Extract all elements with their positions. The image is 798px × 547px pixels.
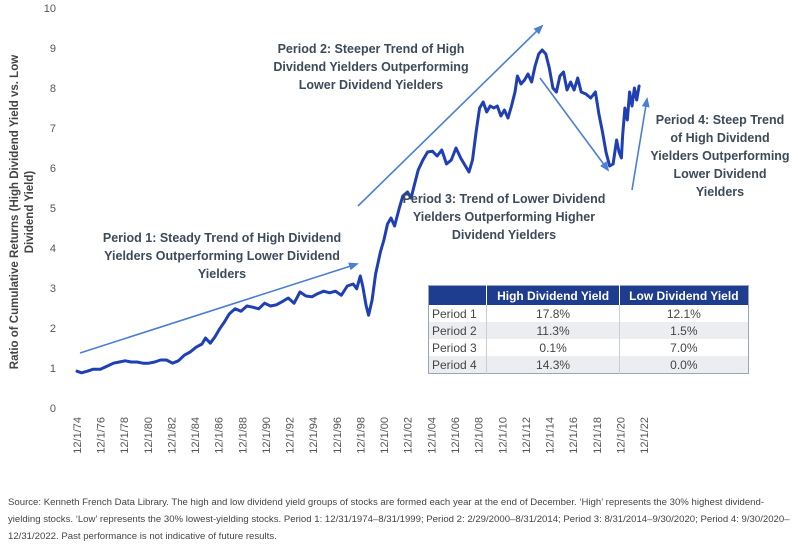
y-tick-label: 1 xyxy=(50,363,56,375)
x-tick-label: 12/1/12 xyxy=(521,417,533,454)
table-cell-low: 7.0% xyxy=(618,339,749,356)
table-header-high-yield: High Dividend Yield xyxy=(486,285,620,305)
y-tick-label: 6 xyxy=(50,163,56,175)
x-tick-label: 12/1/96 xyxy=(332,417,344,454)
x-tick-label: 12/1/16 xyxy=(568,417,580,454)
cumulative-returns-ratio-chart: Ratio of Cumulative Returns (High Divide… xyxy=(9,3,790,454)
table-row: Period 3 0.1% 7.0% xyxy=(429,339,749,356)
y-tick-label: 3 xyxy=(50,283,56,295)
annotation-p1-line: Period 1: Steady Trend of High Dividend xyxy=(103,231,341,245)
table-row: Period 1 17.8% 12.1% xyxy=(429,305,749,322)
y-axis-label: Ratio of Cumulative Returns (High Divide… xyxy=(9,55,36,369)
annotation-p3-line: Yielders Outperforming Higher xyxy=(413,210,595,224)
x-tick-label: 12/1/20 xyxy=(615,417,627,454)
x-tick-label: 12/1/18 xyxy=(592,417,604,454)
period-returns-table: High Dividend Yield Low Dividend Yield P… xyxy=(428,285,749,374)
table-cell-low: 0.0% xyxy=(618,356,749,374)
annotation-p3-line: Period 3: Trend of Lower Dividend xyxy=(403,192,606,206)
y-tick-label: 8 xyxy=(50,83,56,95)
y-axis-title-line: Dividend Yield) xyxy=(24,171,36,254)
table-row: Period 2 11.3% 1.5% xyxy=(428,322,749,339)
annotation-p4-line: Period 4: Steep Trend xyxy=(656,113,785,127)
annotation-p4-line: Yielders Outperforming xyxy=(650,149,789,163)
x-tick-label: 12/1/92 xyxy=(285,417,297,454)
table-cell-high: 14.3% xyxy=(486,356,620,374)
table-cell-low: 12.1% xyxy=(618,305,749,322)
annotation-p3-line: Dividend Yielders xyxy=(452,228,556,242)
arrow-period-3 xyxy=(539,77,610,172)
trend-arrows xyxy=(79,24,650,354)
table-row: Period 4 14.3% 0.0% xyxy=(428,356,749,374)
table-cell-high: 11.3% xyxy=(486,322,620,339)
annotation-p2-line: Period 2: Steeper Trend of High xyxy=(278,42,465,56)
y-tick-label: 9 xyxy=(50,43,56,55)
y-tick-label: 7 xyxy=(50,123,56,135)
annotation-p4-line: of High Dividend xyxy=(670,131,769,145)
x-axis-ticks: 12/1/74 12/1/76 12/1/78 12/1/80 12/1/82 12/1/… xyxy=(72,417,651,454)
x-tick-label: 12/1/06 xyxy=(450,417,462,454)
arrow-period-1 xyxy=(79,262,359,354)
x-tick-label: 12/1/22 xyxy=(639,417,651,454)
annotation-p2-line: Lower Dividend Yielders xyxy=(299,78,444,92)
table-header-row: High Dividend Yield Low Dividend Yield xyxy=(428,285,749,305)
x-tick-label: 12/1/02 xyxy=(403,417,415,454)
arrow-period-4 xyxy=(631,97,650,191)
x-tick-label: 12/1/14 xyxy=(545,417,557,454)
period-annotations: Period 1: Steady Trend of High Dividend Y… xyxy=(103,42,790,281)
x-tick-label: 12/1/00 xyxy=(379,417,391,454)
table-cell-period: Period 3 xyxy=(432,340,477,355)
annotation-p1-line: Yielders xyxy=(198,267,246,281)
y-axis-title-line: Ratio of Cumulative Returns (High Divide… xyxy=(9,55,21,369)
source-note: Source: Kenneth French Data Library. The… xyxy=(8,497,790,542)
x-tick-label: 12/1/80 xyxy=(143,417,155,454)
table-cell-period: Period 4 xyxy=(428,356,487,374)
x-tick-label: 12/1/10 xyxy=(497,417,509,454)
x-tick-label: 12/1/74 xyxy=(72,417,84,454)
table-cell-period: Period 2 xyxy=(428,322,487,339)
table-header-low-yield: Low Dividend Yield xyxy=(618,285,749,305)
series-line xyxy=(75,48,641,375)
x-tick-label: 12/1/04 xyxy=(426,417,438,454)
table-cell-period: Period 1 xyxy=(432,306,477,321)
table-cell-high: 0.1% xyxy=(486,339,620,356)
y-tick-label: 4 xyxy=(50,243,56,255)
y-tick-label: 2 xyxy=(50,323,56,335)
arrow-period-2 xyxy=(357,24,544,207)
table-header-period xyxy=(428,285,487,305)
x-tick-label: 12/1/08 xyxy=(474,417,486,454)
table-cell-low: 1.5% xyxy=(618,322,749,339)
y-axis-ticks: 0 1 2 3 4 5 6 7 8 9 10 xyxy=(44,3,56,415)
x-tick-label: 12/1/88 xyxy=(237,417,249,454)
x-tick-label: 12/1/82 xyxy=(166,417,178,454)
y-tick-label: 10 xyxy=(44,3,56,15)
table-cell-high: 17.8% xyxy=(486,305,620,322)
x-tick-label: 12/1/86 xyxy=(214,417,226,454)
annotation-p1-line: Yielders Outperforming Lower Dividend xyxy=(104,249,340,263)
annotation-p4-line: Yielders xyxy=(696,185,744,199)
x-tick-label: 12/1/94 xyxy=(308,417,320,454)
y-tick-label: 5 xyxy=(50,203,56,215)
annotation-p4-line: Lower Dividend xyxy=(673,167,766,181)
annotation-p2-line: Dividend Yielders Outperforming xyxy=(273,60,468,74)
y-tick-label: 0 xyxy=(50,403,56,415)
x-tick-label: 12/1/98 xyxy=(355,417,367,454)
x-tick-label: 12/1/76 xyxy=(96,417,108,454)
x-tick-label: 12/1/78 xyxy=(119,417,131,454)
x-tick-label: 12/1/90 xyxy=(261,417,273,454)
x-tick-label: 12/1/84 xyxy=(190,417,202,454)
